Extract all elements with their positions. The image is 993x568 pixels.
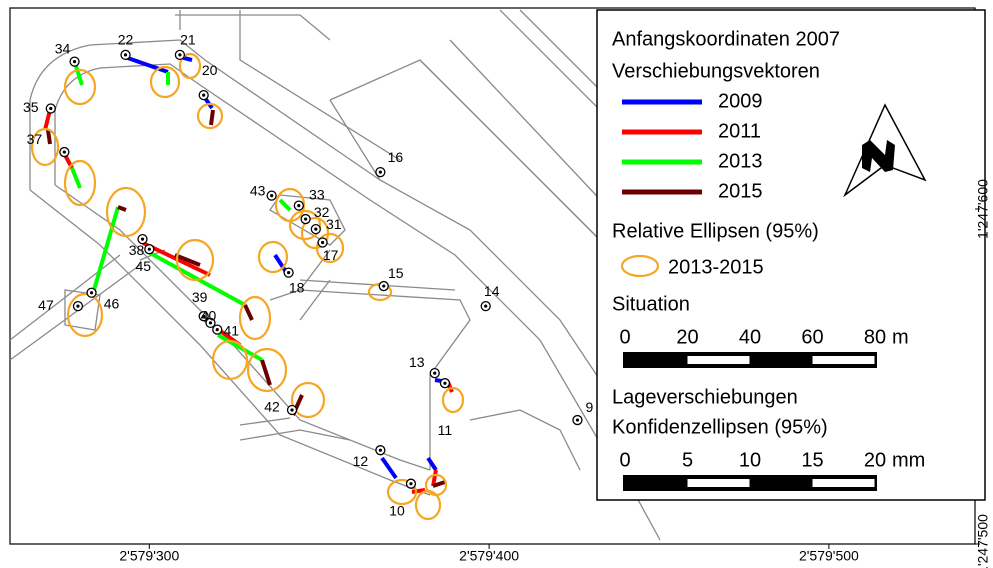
point-label: 17 [323, 247, 339, 263]
scale-tick-label: 40 [739, 326, 761, 348]
survey-point-center [304, 217, 308, 221]
legend-ellipse-title: Relative Ellipsen (95%) [612, 220, 819, 242]
point-label: 35 [23, 99, 39, 115]
survey-point-center [49, 106, 53, 111]
scale-bar-segment [687, 356, 750, 364]
streets [9, 9, 661, 541]
survey-point-center [140, 237, 145, 241]
scale-bar-segment [812, 479, 875, 487]
survey-point-center [433, 371, 437, 375]
scale-tick-label: 0 [619, 449, 630, 471]
survey-point-center [287, 271, 291, 275]
legend-vectors-title: Verschiebungsvektoren [612, 60, 820, 82]
point-label: 12 [353, 453, 369, 469]
survey-point-center [314, 227, 318, 231]
point-label: 37 [27, 131, 43, 147]
survey-point-center [62, 150, 66, 154]
point-label: 45 [136, 258, 152, 274]
y-tick-label: 1'247'500 [975, 514, 991, 568]
point-label: 9 [586, 399, 594, 415]
x-tick-label: 2'579'500 [799, 548, 859, 564]
point-label: 46 [104, 295, 120, 311]
point-label: 31 [326, 216, 342, 232]
survey-point-center [575, 418, 580, 422]
point-label: 13 [409, 354, 425, 370]
survey-point-center [443, 381, 447, 385]
point-label: 14 [484, 283, 500, 299]
scale-tick-label: 0 [619, 326, 630, 348]
survey-point-center [321, 240, 325, 245]
survey-point-center [123, 53, 128, 57]
point-label: 10 [389, 502, 405, 518]
point-label: 34 [55, 40, 71, 56]
survey-point-center [270, 194, 274, 198]
legend-ellipse-swatch [620, 254, 660, 278]
point-label: 15 [388, 265, 404, 281]
scale-unit: m [892, 326, 909, 348]
x-tick-label: 2'579'400 [459, 548, 519, 564]
y-tick-label: 1'247'600 [975, 179, 991, 239]
survey-point-center [202, 314, 206, 318]
north-arrow-n [862, 140, 895, 172]
scale-tick-label: 20 [676, 326, 698, 348]
point-label: 21 [180, 32, 196, 48]
legend-label: 2011 [718, 120, 761, 142]
point-label: 40 [201, 308, 217, 324]
survey-point-center [202, 93, 206, 97]
scale-tick-label: 15 [801, 449, 823, 471]
scale-tick-label: 10 [739, 449, 761, 471]
scale-tick-label: 80 [864, 326, 886, 348]
survey-point-center [76, 304, 80, 308]
point-label: 39 [192, 289, 208, 305]
survey-point-center [290, 408, 294, 412]
survey-point-center [208, 321, 213, 325]
displacement-title: Lageverschiebungen [612, 386, 798, 408]
survey-point-center [72, 60, 77, 64]
legend-title: Anfangskoordinaten 2007 [612, 28, 840, 50]
situation-title: Situation [612, 293, 690, 315]
survey-point-center [89, 291, 94, 295]
scale-unit: mm [892, 449, 925, 471]
survey-point-center [297, 204, 301, 208]
legend-label: 2015 [718, 180, 763, 202]
point-label: 22 [118, 32, 134, 48]
legend-box [596, 9, 986, 501]
point-label: 33 [309, 186, 325, 202]
survey-point-center [147, 247, 151, 251]
scale-tick-label: 60 [801, 326, 823, 348]
point-label: 20 [202, 62, 218, 78]
north-arrow [843, 103, 927, 198]
x-tick-label: 2'579'300 [119, 548, 179, 564]
point-label: 41 [223, 322, 239, 338]
survey-point-center [484, 304, 488, 308]
legend-ellipse-label: 2013-2015 [668, 256, 764, 278]
survey-point-center [378, 448, 382, 452]
legend-label: 2009 [718, 90, 763, 112]
legend-label: 2013 [718, 150, 763, 172]
survey-point-center [178, 53, 182, 57]
point-label: 47 [38, 297, 54, 313]
point-label: 16 [388, 149, 404, 165]
point-label: 32 [314, 204, 330, 220]
point-label: 43 [250, 182, 266, 198]
scale-bar-segment [812, 356, 875, 364]
survey-point-center [378, 170, 382, 174]
scale-tick-label: 20 [864, 449, 886, 471]
survey-point-center [409, 482, 413, 486]
survey-point-center [215, 328, 219, 332]
scale-bar-segment [687, 479, 750, 487]
displacement-subtitle: Konfidenzellipsen (95%) [612, 416, 828, 438]
point-label: 11 [438, 422, 453, 438]
scale-tick-label: 5 [682, 449, 693, 471]
point-label: 18 [289, 279, 305, 295]
legend: Anfangskoordinaten 2007 Verschiebungsvek… [596, 9, 986, 501]
confidence-ellipses [30, 52, 465, 521]
survey-point-center [382, 284, 386, 288]
point-label: 38 [129, 242, 145, 258]
point-label: 42 [264, 399, 280, 415]
